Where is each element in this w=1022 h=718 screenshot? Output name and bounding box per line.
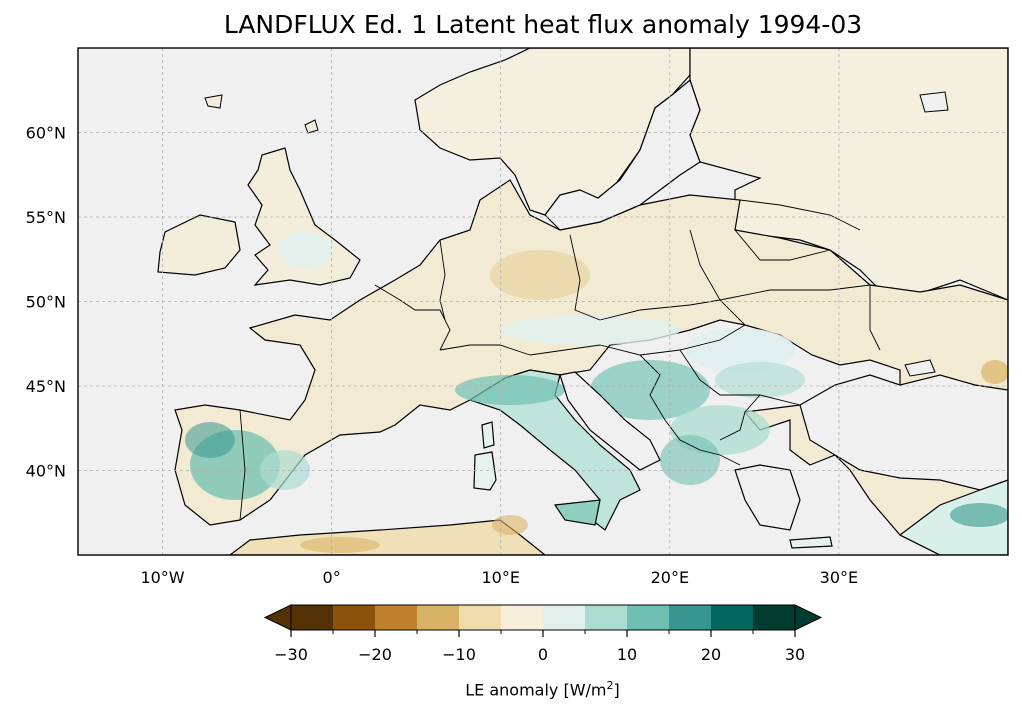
land-corsica bbox=[481, 421, 495, 449]
colorbar-tick-label: −30 bbox=[274, 645, 308, 664]
anomaly-patch-alps bbox=[455, 375, 565, 405]
colorbar-tick-labels: −30 −20 −10 0 10 20 30 bbox=[274, 630, 805, 664]
anomaly-patch-germany bbox=[490, 250, 590, 300]
colorbar-segment bbox=[543, 605, 586, 630]
colorbar-segment bbox=[459, 605, 502, 630]
lon-tick-label: 10°E bbox=[481, 568, 519, 587]
colorbar-tick-label: 10 bbox=[617, 645, 637, 664]
adriatic-sea bbox=[559, 371, 661, 471]
map-gridlines bbox=[78, 48, 1008, 555]
colorbar-segment bbox=[501, 605, 544, 630]
lon-tick-label: 10°W bbox=[140, 568, 184, 587]
colorbar-segment bbox=[333, 605, 376, 630]
country-borders bbox=[239, 199, 881, 521]
land-anomaly-field bbox=[78, 48, 1008, 555]
land-islets bbox=[204, 94, 223, 109]
map-title: LANDFLUX Ed. 1 Latent heat flux anomaly … bbox=[223, 10, 863, 39]
colorbar-segment bbox=[375, 605, 418, 630]
land-sardinia bbox=[473, 451, 497, 491]
black-sea bbox=[799, 374, 1008, 491]
lat-tick-label: 50°N bbox=[26, 293, 66, 312]
lon-tick-label: 0° bbox=[323, 568, 341, 587]
colorbar-tick-label: 20 bbox=[701, 645, 721, 664]
colorbar-extend-max bbox=[794, 604, 823, 631]
colorbar-segment bbox=[585, 605, 628, 630]
land-italy bbox=[468, 369, 641, 531]
latitude-tick-labels: 40°N 45°N 50°N 55°N 60°N bbox=[26, 124, 66, 481]
anomaly-patch-balkans bbox=[590, 360, 710, 420]
colorbar-segment bbox=[753, 605, 796, 630]
land-sicily bbox=[553, 499, 601, 526]
land-crete bbox=[789, 536, 833, 549]
lat-tick-label: 45°N bbox=[26, 377, 66, 396]
longitude-tick-labels: 10°W 0° 10°E 20°E 30°E bbox=[140, 568, 858, 587]
colorbar-tick-label: −20 bbox=[358, 645, 392, 664]
lat-tick-label: 55°N bbox=[26, 208, 66, 227]
colorbar-tick-label: −10 bbox=[442, 645, 476, 664]
colorbar-segment bbox=[711, 605, 754, 630]
lat-tick-label: 60°N bbox=[26, 124, 66, 143]
lat-tick-label: 40°N bbox=[26, 462, 66, 481]
aegean-sea bbox=[734, 464, 801, 531]
lon-tick-label: 20°E bbox=[651, 568, 689, 587]
colorbar-segment bbox=[417, 605, 460, 630]
map-frame bbox=[77, 47, 1009, 556]
colorbar bbox=[263, 604, 823, 634]
colorbar-label: LE anomaly [W/m2] bbox=[465, 679, 620, 700]
baltic-sea bbox=[544, 78, 701, 231]
colorbar-segment bbox=[627, 605, 670, 630]
colorbar-segment bbox=[291, 605, 334, 630]
colorbar-tick-label: 30 bbox=[785, 645, 805, 664]
colorbar-segment bbox=[669, 605, 712, 630]
lon-tick-label: 30°E bbox=[820, 568, 858, 587]
colorbar-tick-label: 0 bbox=[538, 645, 548, 664]
colorbar-extend-min bbox=[263, 604, 292, 631]
